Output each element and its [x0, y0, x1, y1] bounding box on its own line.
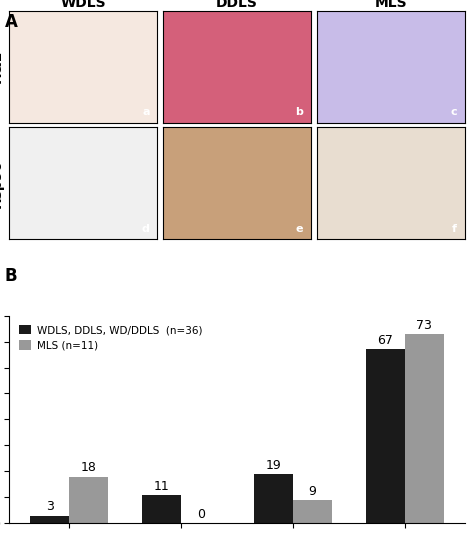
- Text: d: d: [142, 224, 150, 233]
- Bar: [405, 334, 444, 523]
- Text: 18: 18: [81, 461, 97, 475]
- Text: 67: 67: [377, 334, 393, 347]
- Text: 11: 11: [154, 480, 169, 493]
- Text: 3: 3: [46, 500, 54, 514]
- Text: e: e: [296, 224, 303, 233]
- Text: a: a: [142, 107, 150, 117]
- Title: DDLS: DDLS: [216, 0, 258, 10]
- Bar: [365, 349, 405, 523]
- Y-axis label: Hsp90: Hsp90: [0, 159, 4, 208]
- Text: 9: 9: [309, 485, 317, 498]
- Text: 0: 0: [197, 508, 205, 521]
- Title: MLS: MLS: [374, 0, 407, 10]
- Bar: [30, 515, 69, 523]
- Text: A: A: [5, 13, 18, 32]
- Text: b: b: [296, 107, 303, 117]
- Bar: [142, 495, 181, 523]
- Text: 73: 73: [416, 319, 432, 332]
- Bar: [254, 474, 293, 523]
- Legend: WDLS, DDLS, WD/DDLS  (n=36), MLS (n=11): WDLS, DDLS, WD/DDLS (n=36), MLS (n=11): [15, 321, 206, 355]
- Title: WDLS: WDLS: [61, 0, 106, 10]
- Y-axis label: H&E: H&E: [0, 50, 4, 83]
- Text: c: c: [450, 107, 457, 117]
- Text: f: f: [452, 224, 457, 233]
- Text: B: B: [5, 267, 18, 285]
- Bar: [69, 476, 109, 523]
- Bar: [293, 500, 332, 523]
- Text: 19: 19: [265, 459, 281, 472]
